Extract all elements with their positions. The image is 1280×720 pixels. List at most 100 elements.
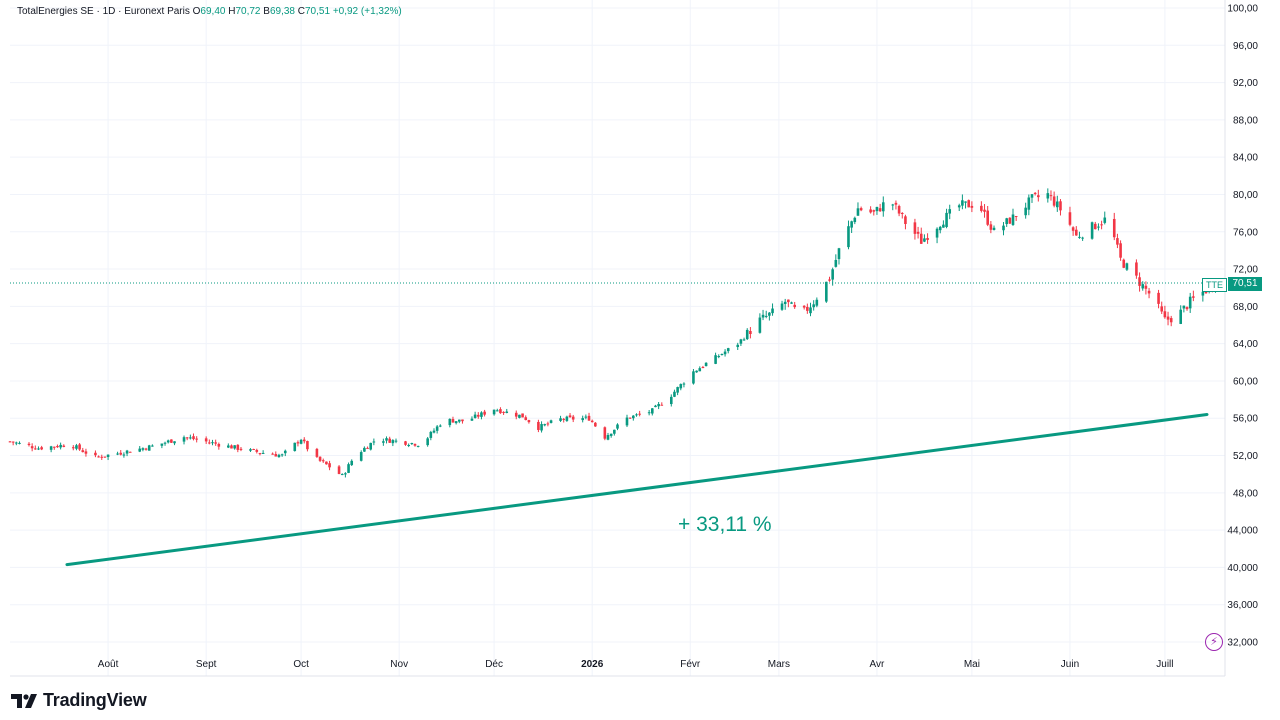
candle <box>632 415 635 421</box>
candle <box>638 410 641 417</box>
legend-low-label: B <box>263 6 270 17</box>
candle <box>682 382 686 388</box>
candle <box>432 428 436 434</box>
candle <box>470 416 474 421</box>
candle <box>802 305 806 310</box>
candle <box>1030 194 1034 203</box>
candle <box>394 438 398 444</box>
candle <box>1182 305 1186 313</box>
candle <box>828 276 831 282</box>
candle <box>62 444 66 448</box>
candle <box>404 440 407 446</box>
y-tick-label: 80,00 <box>1233 190 1258 201</box>
candle <box>837 247 841 265</box>
candle <box>1100 220 1103 230</box>
candle <box>119 450 123 456</box>
candle <box>410 442 414 445</box>
candle <box>1081 236 1084 241</box>
trend-line[interactable] <box>65 413 1209 567</box>
candle <box>1068 206 1072 227</box>
candle <box>676 386 679 396</box>
candle <box>280 453 284 457</box>
candle <box>806 303 809 314</box>
x-tick-label: Nov <box>390 659 408 670</box>
candle <box>1166 311 1170 326</box>
y-tick-label: 60,00 <box>1233 376 1258 387</box>
candle <box>255 448 259 454</box>
candle <box>325 461 328 465</box>
legend-change: +0,92 (+1,32%) <box>332 6 402 17</box>
candle <box>1052 191 1056 208</box>
candle <box>103 456 107 458</box>
x-tick-label: Juin <box>1061 659 1079 670</box>
candle <box>606 432 610 441</box>
candle <box>881 196 885 217</box>
candle <box>230 444 233 449</box>
candle <box>609 433 613 438</box>
candle <box>337 465 341 475</box>
y-tick-label: 40,000 <box>1227 563 1258 574</box>
candle <box>1147 287 1151 299</box>
candle <box>758 313 762 334</box>
candle <box>780 300 784 311</box>
candle <box>1071 226 1075 236</box>
candle <box>723 349 727 357</box>
candle <box>1185 306 1189 311</box>
candle <box>524 415 528 421</box>
y-tick-label: 44,000 <box>1227 526 1258 537</box>
candle <box>559 415 562 422</box>
candle <box>1144 281 1148 295</box>
candle <box>594 422 597 427</box>
candle <box>40 445 43 451</box>
candle <box>1037 189 1040 202</box>
candle <box>514 410 518 420</box>
candle <box>850 220 853 233</box>
legend-high: 70,72 <box>235 6 261 17</box>
candle <box>261 450 265 454</box>
candle <box>192 433 195 441</box>
candle <box>217 442 221 450</box>
candle <box>904 214 907 230</box>
candle <box>584 414 588 420</box>
percent-change-annotation[interactable]: + 33,11 % <box>678 513 772 536</box>
candle <box>147 444 151 451</box>
candle <box>407 443 410 448</box>
candle <box>116 451 119 456</box>
candle <box>992 225 996 231</box>
candle <box>897 204 901 217</box>
y-tick-label: 32,000 <box>1227 638 1258 649</box>
candle <box>859 206 863 212</box>
candle <box>182 435 186 445</box>
candle <box>660 402 664 406</box>
candle <box>1078 231 1081 239</box>
candle <box>989 221 993 234</box>
candle <box>195 436 198 443</box>
symbol-tag: TTE <box>1202 278 1227 292</box>
candle <box>1112 212 1116 241</box>
x-tick-label: Févr <box>680 659 701 670</box>
candle <box>986 205 989 227</box>
candle <box>59 442 62 450</box>
legend-close: 70,51 <box>305 6 331 17</box>
candle <box>787 299 790 308</box>
y-tick-label: 36,000 <box>1227 600 1258 611</box>
candle <box>84 448 88 457</box>
candle <box>761 309 765 321</box>
brand-logo[interactable]: TradingView <box>11 690 147 711</box>
candle <box>476 412 480 419</box>
candle <box>11 441 15 446</box>
candle <box>236 444 240 453</box>
candle <box>521 413 524 418</box>
x-tick-label: Sept <box>196 659 217 670</box>
candle <box>502 411 505 415</box>
candle <box>1160 301 1164 315</box>
candle <box>457 419 461 424</box>
candle <box>1011 208 1015 226</box>
candle <box>935 227 939 244</box>
candle <box>825 281 828 303</box>
lightning-icon[interactable]: ⚡ <box>1205 633 1223 651</box>
candle <box>768 312 771 321</box>
candle <box>100 454 104 460</box>
candle <box>1116 233 1119 249</box>
